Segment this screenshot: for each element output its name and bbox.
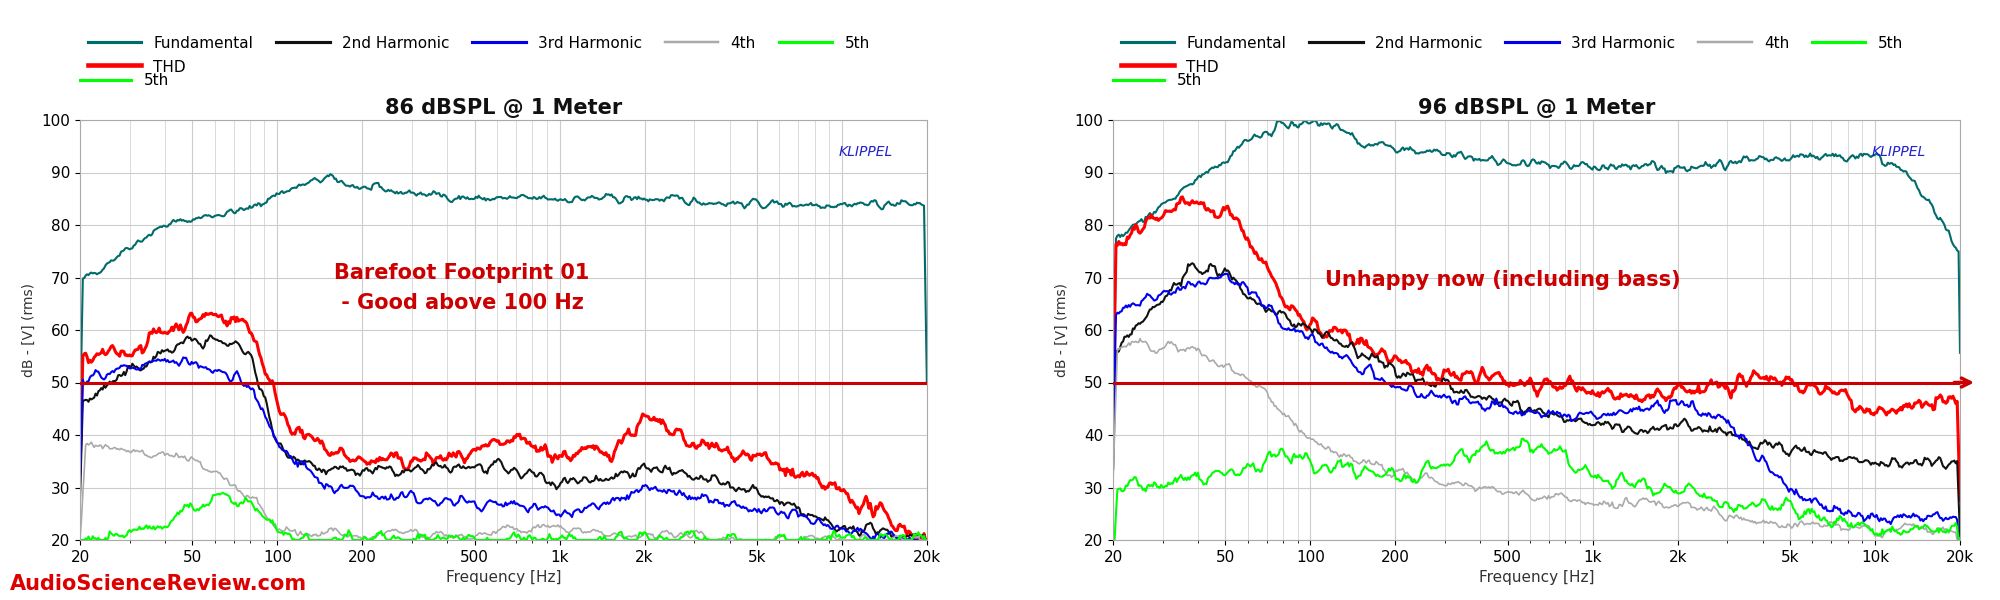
Text: KLIPPEL: KLIPPEL [838,145,892,159]
X-axis label: Frequency [Hz]: Frequency [Hz] [446,570,562,585]
X-axis label: Frequency [Hz]: Frequency [Hz] [1478,570,1594,585]
Text: Unhappy now (including bass): Unhappy now (including bass) [1324,269,1680,290]
Title: 86 dBSPL @ 1 Meter: 86 dBSPL @ 1 Meter [384,98,622,118]
Text: AudioScienceReview.com: AudioScienceReview.com [10,574,308,594]
Text: 5th: 5th [144,73,168,88]
Legend: Fundamental, THD, 2nd Harmonic, 3rd Harmonic, 4th, 5th: Fundamental, THD, 2nd Harmonic, 3rd Harm… [88,35,870,75]
Text: KLIPPEL: KLIPPEL [1872,145,1926,159]
Y-axis label: dB - [V] (rms): dB - [V] (rms) [1056,283,1070,377]
Legend: Fundamental, THD, 2nd Harmonic, 3rd Harmonic, 4th, 5th: Fundamental, THD, 2nd Harmonic, 3rd Harm… [1120,35,1902,75]
Title: 96 dBSPL @ 1 Meter: 96 dBSPL @ 1 Meter [1418,98,1656,118]
Y-axis label: dB - [V] (rms): dB - [V] (rms) [22,283,36,377]
Text: 5th: 5th [1176,73,1202,88]
Text: Barefoot Footprint 01
 - Good above 100 Hz: Barefoot Footprint 01 - Good above 100 H… [334,263,590,313]
